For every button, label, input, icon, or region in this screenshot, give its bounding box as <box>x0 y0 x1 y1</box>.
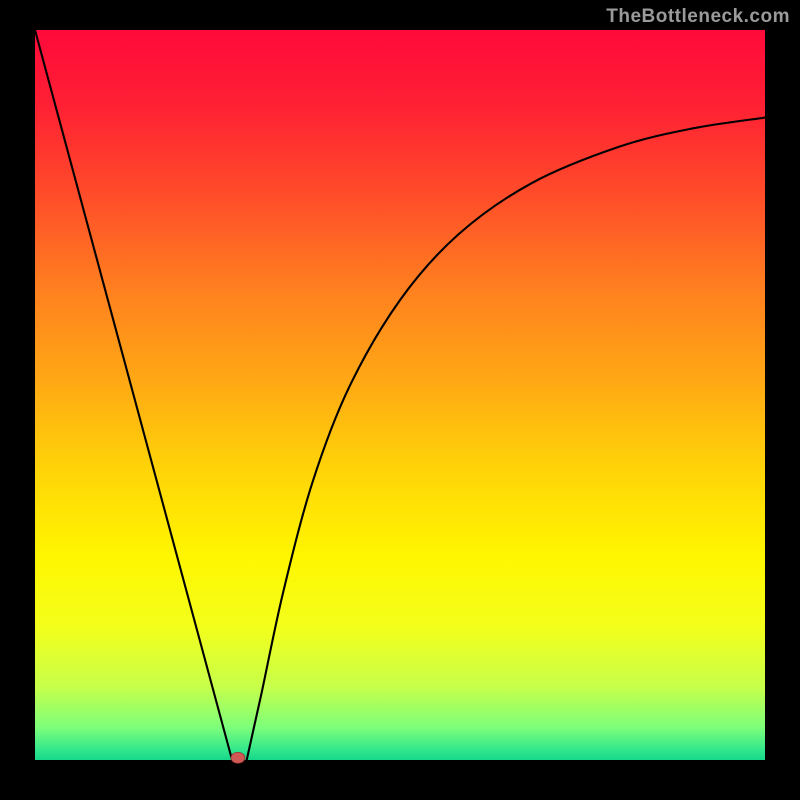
bottleneck-chart <box>0 0 800 800</box>
chart-root: TheBottleneck.com <box>0 0 800 800</box>
plot-background <box>35 30 765 760</box>
minimum-marker <box>231 752 245 763</box>
watermark-text: TheBottleneck.com <box>606 6 790 28</box>
